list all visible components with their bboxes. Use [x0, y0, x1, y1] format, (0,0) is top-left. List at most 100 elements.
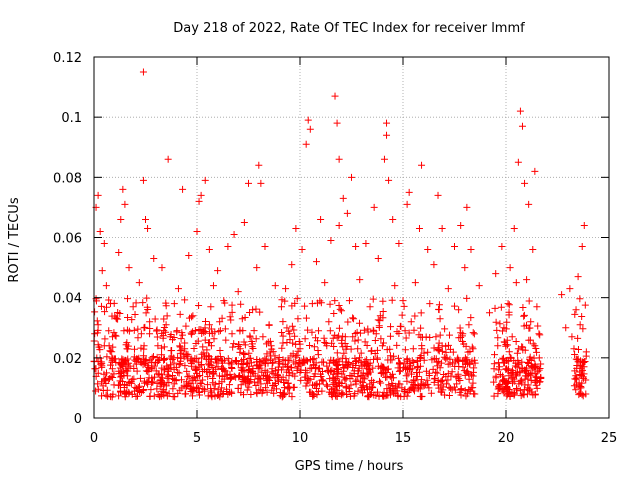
data-point [302, 373, 310, 381]
data-point [136, 374, 144, 382]
data-point [125, 264, 133, 272]
data-point [187, 359, 195, 367]
data-point [326, 375, 334, 383]
data-point [139, 68, 147, 76]
data-point [383, 119, 391, 127]
data-point [420, 356, 428, 364]
data-point [204, 373, 212, 381]
data-point [457, 391, 465, 399]
data-point [380, 155, 388, 163]
data-point [401, 327, 409, 335]
data-point [262, 355, 270, 363]
data-point [158, 351, 166, 359]
data-point [127, 377, 135, 385]
data-point [195, 327, 203, 335]
data-point [512, 279, 520, 287]
data-point [173, 328, 181, 336]
data-point [391, 389, 399, 397]
data-point [269, 370, 277, 378]
data-point [245, 383, 253, 391]
data-point [496, 380, 504, 388]
data-point [351, 337, 359, 345]
data-point [475, 282, 483, 290]
data-point [529, 246, 537, 254]
data-point [533, 348, 541, 356]
data-point [356, 354, 364, 362]
data-point [223, 385, 231, 393]
data-point [505, 311, 513, 319]
data-point [354, 387, 362, 395]
data-point [121, 356, 129, 364]
data-point [498, 243, 506, 251]
data-point [374, 255, 382, 263]
data-point [240, 218, 248, 226]
data-point [349, 314, 357, 322]
data-point [176, 386, 184, 394]
data-point [213, 355, 221, 363]
data-point [438, 224, 446, 232]
data-point [425, 384, 433, 392]
data-point [240, 355, 248, 363]
data-point [506, 388, 514, 396]
data-point [419, 333, 427, 341]
data-point [234, 384, 242, 392]
data-point [572, 375, 580, 383]
data-point [280, 378, 288, 386]
data-point [140, 379, 148, 387]
data-point [503, 365, 511, 373]
data-point [436, 364, 444, 372]
data-point [208, 393, 216, 401]
data-point [505, 301, 513, 309]
data-point [169, 336, 177, 344]
data-point [234, 288, 242, 296]
data-point [245, 179, 252, 187]
data-point [227, 375, 235, 383]
data-point [261, 359, 269, 367]
y-axis-label: ROTI / TECUs [7, 197, 22, 282]
data-point [492, 270, 500, 278]
data-point [103, 303, 111, 311]
data-point [362, 240, 370, 248]
data-point [335, 332, 343, 340]
data-point [240, 338, 248, 346]
data-point [377, 379, 385, 387]
data-point [298, 246, 306, 254]
data-point [121, 200, 129, 208]
data-point [219, 366, 227, 374]
data-point [326, 300, 334, 308]
data-point [414, 381, 422, 389]
data-point [519, 390, 527, 398]
data-point [574, 346, 582, 354]
data-point [190, 386, 198, 394]
data-point [178, 346, 186, 354]
data-point [517, 376, 525, 384]
data-point [354, 336, 362, 344]
data-point [234, 343, 242, 351]
data-point [431, 374, 439, 382]
data-point [395, 360, 403, 368]
data-point [324, 368, 332, 376]
data-point [510, 391, 518, 399]
data-point [518, 122, 526, 130]
data-point [220, 365, 228, 373]
data-point [509, 367, 517, 375]
data-point [512, 338, 520, 346]
data-point [98, 378, 106, 386]
data-point [523, 276, 531, 284]
data-point [253, 264, 261, 272]
data-point [132, 393, 140, 401]
data-point [535, 354, 543, 362]
data-point [94, 369, 102, 377]
data-point [441, 325, 449, 333]
data-point [321, 338, 329, 346]
data-point [162, 382, 170, 390]
data-point [310, 355, 318, 363]
data-point [195, 384, 203, 392]
data-point [176, 360, 184, 368]
data-point [123, 372, 131, 380]
data-point [402, 364, 410, 372]
data-point [536, 331, 544, 339]
data-point [128, 316, 136, 324]
data-point [185, 380, 193, 388]
data-point [200, 328, 208, 336]
